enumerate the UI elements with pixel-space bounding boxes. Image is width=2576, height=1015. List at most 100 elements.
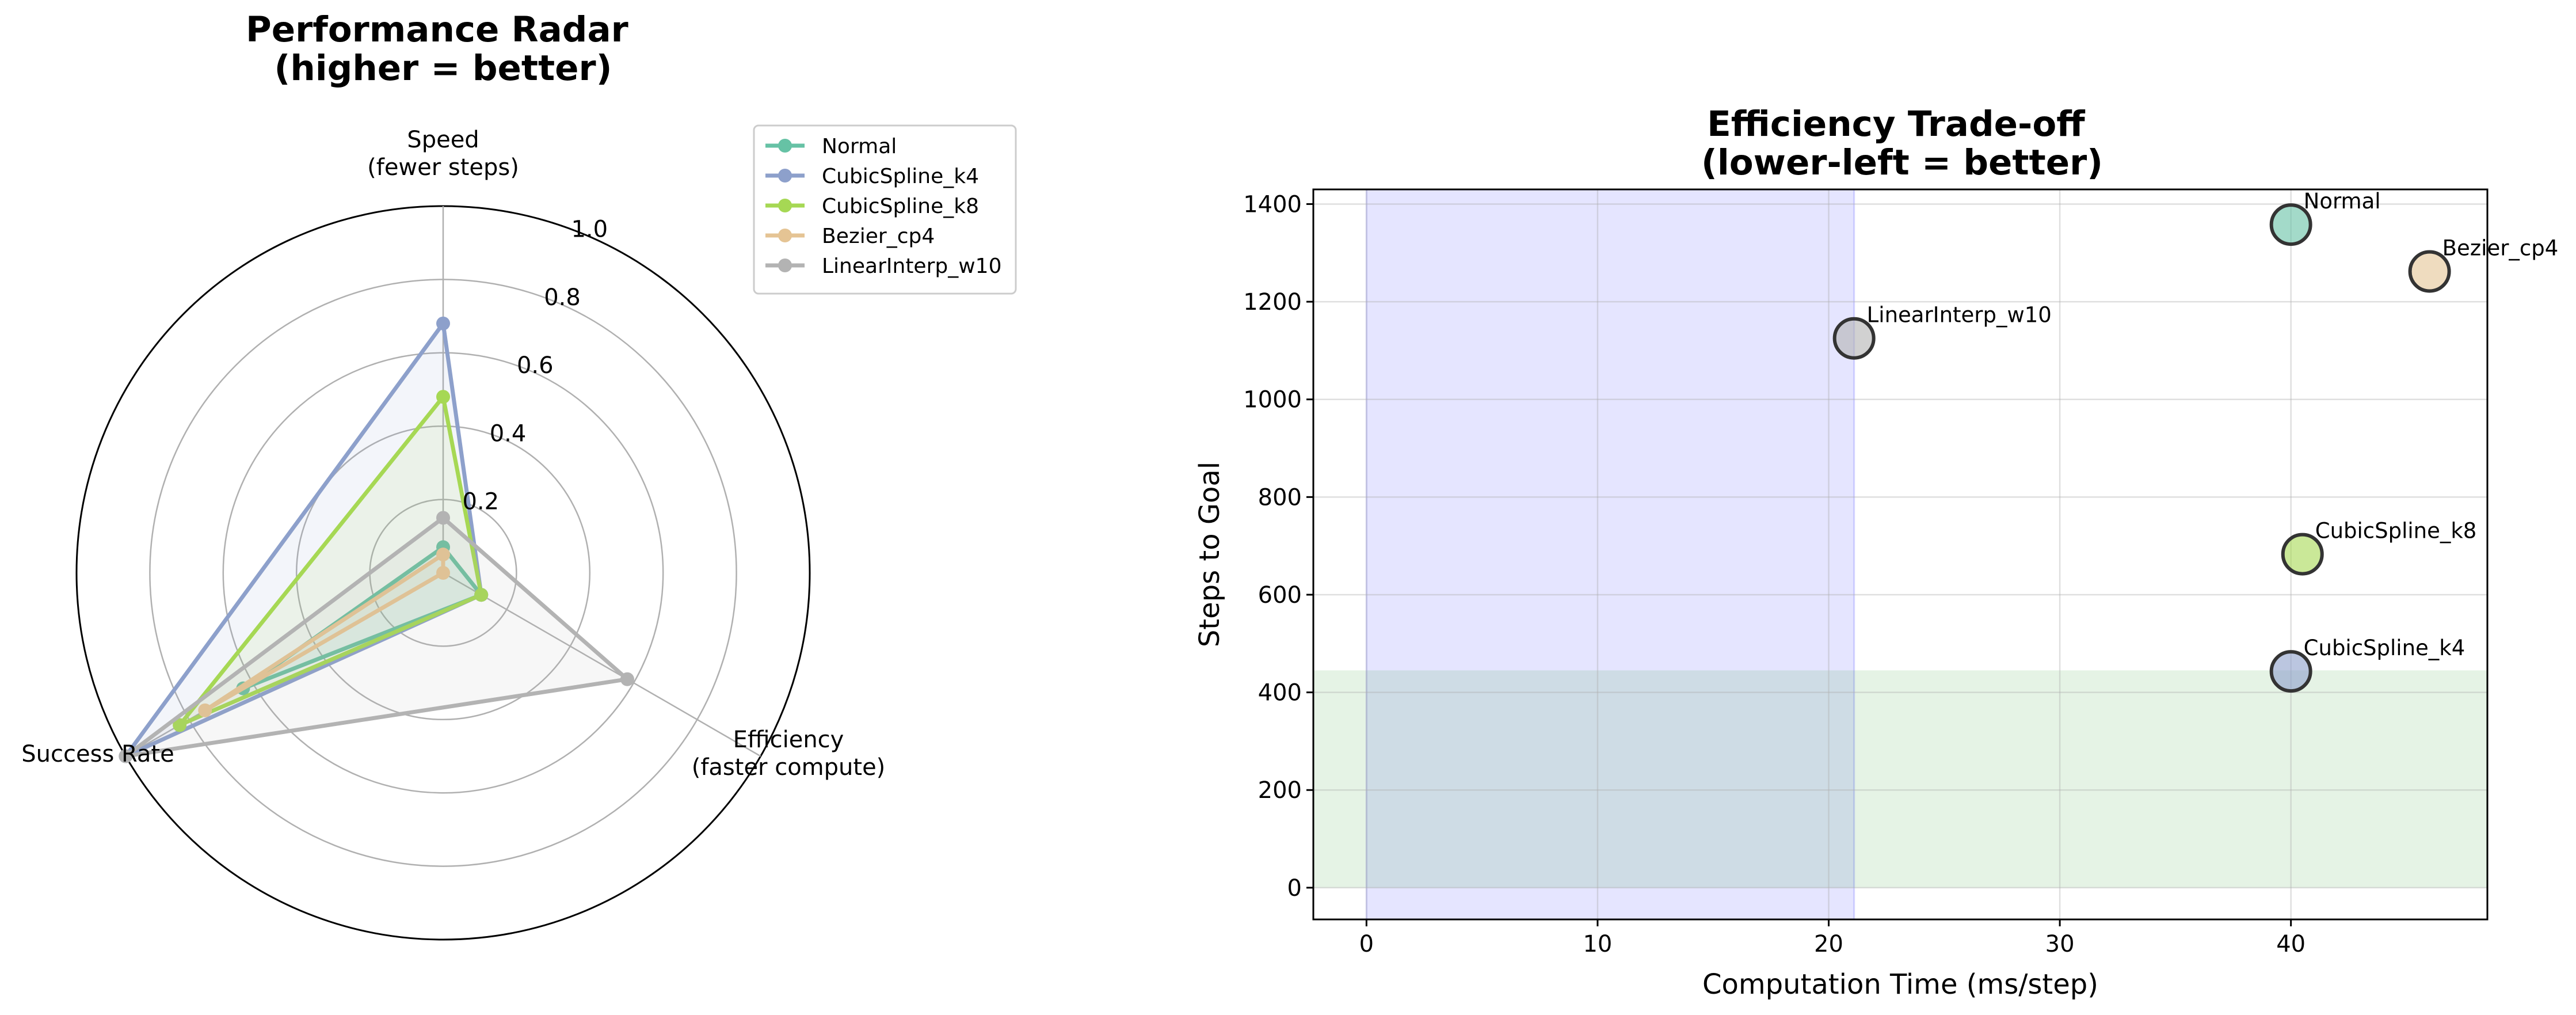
radar-rtick-labels: 0.2 0.4 0.6 0.8 1.0 <box>462 216 608 515</box>
scatter-y-tick-label: 600 <box>1258 582 1302 609</box>
legend-swatch-marker <box>778 169 792 183</box>
legend-item: CubicSpline_k8 <box>765 195 979 218</box>
radar-rtick-label: 0.8 <box>544 284 581 311</box>
scatter-grid <box>1313 189 2487 919</box>
radar-rtick-label: 1.0 <box>571 216 608 242</box>
legend-swatch-marker <box>778 199 792 212</box>
legend-items: Normal CubicSpline_k4 CubicSpline_k8 Bezier… <box>765 135 1002 278</box>
legend-swatch-marker <box>778 258 792 272</box>
scatter-point-linearinterp-w10: LinearInterp_w10 <box>1832 303 2052 360</box>
radar-series-line <box>123 321 483 758</box>
radar-panel: Performance Radar (higher = better) Spee… <box>21 9 885 941</box>
scatter-points: Normal Bezier_cp4 LinearInterp_w10 CubicSpl… <box>1832 189 2559 693</box>
radar-rtick-label: 0.2 <box>462 489 499 515</box>
scatter-marker <box>2269 650 2312 693</box>
legend-frame <box>753 124 1017 295</box>
scatter-point-cubicspline-k8: CubicSpline_k8 <box>2281 519 2477 576</box>
radar-point <box>173 718 187 732</box>
scatter-title: Efficiency Trade-off (lower-left = bette… <box>1701 104 2103 183</box>
scatter-x-axis-label: Computation Time (ms/step) <box>1702 968 2098 1001</box>
radar-series-cubicspline-k8 <box>173 390 489 732</box>
legend-label: LinearInterp_w10 <box>822 254 1002 278</box>
legend-swatch-marker <box>778 229 792 242</box>
scatter-y-tick-label: 1200 <box>1243 289 1302 315</box>
scatter-point-label: CubicSpline_k8 <box>2315 519 2477 543</box>
radar-point <box>474 588 489 602</box>
scatter-point-label: Bezier_cp4 <box>2442 235 2559 260</box>
radar-series-line <box>123 516 630 758</box>
scatter-x-tick-label: 20 <box>1814 931 1843 957</box>
radar-axis-label-line: Success Rate <box>21 741 174 767</box>
scatter-title-line-1: Efficiency Trade-off <box>1707 104 2085 145</box>
radar-title: Performance Radar (higher = better) <box>246 9 641 89</box>
radar-series-line <box>203 552 445 713</box>
radar-series-linearinterp-w10 <box>119 511 634 763</box>
scatter-marker <box>1832 317 1876 360</box>
scatter-panel: Efficiency Trade-off (lower-left = bette… <box>1194 104 2558 1001</box>
radar-point <box>436 316 450 330</box>
radar-axis-label: Speed (fewer steps) <box>367 127 519 181</box>
radar-point <box>436 511 450 525</box>
scatter-y-tick-label: 0 <box>1287 875 1302 902</box>
radar-point <box>436 390 450 404</box>
radar-point <box>436 548 450 562</box>
scatter-x-tick-label: 30 <box>2045 931 2075 957</box>
scatter-y-tick-label: 200 <box>1258 777 1302 804</box>
radar-point <box>198 703 212 717</box>
radar-point <box>119 749 133 763</box>
radar-title-line-2: (higher = better) <box>274 48 612 89</box>
shaded-region-time <box>1365 188 1855 921</box>
radar-axis-label: Efficiency (faster compute) <box>692 727 886 781</box>
legend-label: CubicSpline_k4 <box>822 165 979 188</box>
scatter-point-cubicspline-k4: CubicSpline_k4 <box>2269 636 2466 693</box>
scatter-marker <box>2408 250 2451 293</box>
scatter-point-label: Normal <box>2304 189 2381 214</box>
radar-series-line <box>177 394 483 727</box>
scatter-marker <box>2269 203 2312 246</box>
scatter-point-label: LinearInterp_w10 <box>1867 303 2052 328</box>
scatter-y-axis-label: Steps to Goal <box>1194 462 1226 647</box>
radar-spoke <box>443 572 761 757</box>
radar-axis-label-line: Efficiency <box>733 727 844 753</box>
scatter-marker <box>2281 533 2324 576</box>
scatter-x-tick-label: 10 <box>1583 931 1612 957</box>
shaded-region-steps <box>1313 670 2487 888</box>
radar-axis-label-line: Speed <box>407 127 479 153</box>
radar-point <box>436 566 450 580</box>
radar-axis-label: Success Rate <box>21 741 174 767</box>
scatter-point-bezier-cp4: Bezier_cp4 <box>2408 235 2559 293</box>
radar-axis-labels: Speed (fewer steps) Efficiency (faster comp… <box>21 127 885 781</box>
scatter-title-line-2: (lower-left = better) <box>1701 142 2103 183</box>
legend-label: CubicSpline_k8 <box>822 195 979 218</box>
radar-point <box>620 672 634 686</box>
radar-legend: Normal CubicSpline_k4 CubicSpline_k8 Bezier… <box>753 124 1017 295</box>
legend-item: CubicSpline_k4 <box>765 165 979 188</box>
radar-series-fill <box>125 323 482 757</box>
scatter-y-tick-label: 800 <box>1258 484 1302 511</box>
radar-series-layer <box>119 316 634 763</box>
radar-axis-label-line: (fewer steps) <box>367 154 519 181</box>
legend-item: LinearInterp_w10 <box>765 254 1002 278</box>
scatter-axes-frame <box>1312 188 2489 921</box>
scatter-point-normal: Normal <box>2269 189 2381 246</box>
legend-label: Bezier_cp4 <box>822 225 935 248</box>
scatter-x-tick-label: 0 <box>1359 931 1374 957</box>
legend-item: Normal <box>765 135 897 158</box>
legend-label: Normal <box>822 135 897 158</box>
scatter-x-tick-label: 40 <box>2276 931 2306 957</box>
scatter-y-tick-label: 1000 <box>1243 387 1302 413</box>
legend-item: Bezier_cp4 <box>765 225 935 248</box>
radar-series-fill <box>180 397 482 725</box>
scatter-point-label: CubicSpline_k4 <box>2304 636 2466 660</box>
radar-axis-label-line: (faster compute) <box>692 754 886 781</box>
scatter-y-tick-label: 1400 <box>1243 191 1302 218</box>
radar-series-bezier-cp4 <box>198 548 450 717</box>
radar-rtick-label: 0.4 <box>490 420 527 447</box>
radar-rtick-label: 0.6 <box>517 352 554 379</box>
legend-swatch-marker <box>778 139 792 153</box>
scatter-y-tick-label: 400 <box>1258 680 1302 706</box>
scatter-shaded-regions <box>1313 188 2487 921</box>
radar-title-line-1: Performance Radar <box>246 9 628 50</box>
